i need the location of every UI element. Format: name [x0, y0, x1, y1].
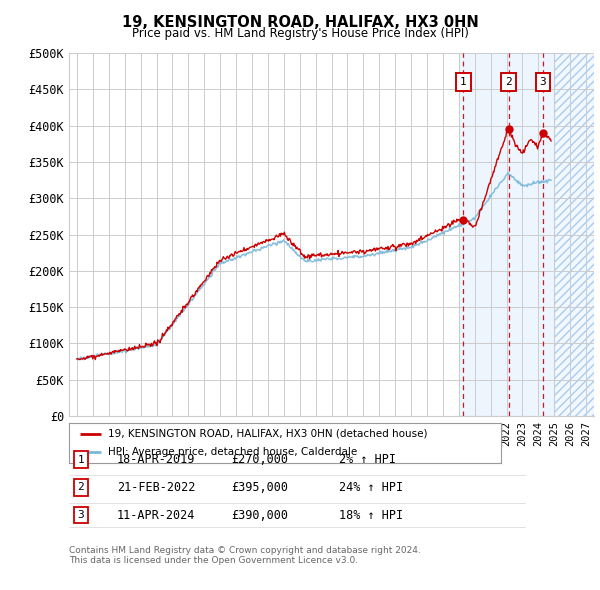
Text: £395,000: £395,000: [231, 481, 288, 494]
Text: 21-FEB-2022: 21-FEB-2022: [117, 481, 196, 494]
Bar: [554, 53, 594, 416]
Text: 3: 3: [539, 77, 547, 87]
Text: 2: 2: [77, 483, 85, 492]
Text: 2: 2: [505, 77, 512, 87]
Text: 2% ↑ HPI: 2% ↑ HPI: [339, 453, 396, 466]
Text: 24% ↑ HPI: 24% ↑ HPI: [339, 481, 403, 494]
Text: This data is licensed under the Open Government Licence v3.0.: This data is licensed under the Open Gov…: [69, 556, 358, 565]
Text: 11-APR-2024: 11-APR-2024: [117, 509, 196, 522]
Text: Contains HM Land Registry data © Crown copyright and database right 2024.: Contains HM Land Registry data © Crown c…: [69, 546, 421, 555]
Text: 18% ↑ HPI: 18% ↑ HPI: [339, 509, 403, 522]
Text: £390,000: £390,000: [231, 509, 288, 522]
Text: £270,000: £270,000: [231, 453, 288, 466]
Text: 18-APR-2019: 18-APR-2019: [117, 453, 196, 466]
Bar: [554, 53, 594, 416]
Text: 19, KENSINGTON ROAD, HALIFAX, HX3 0HN (detached house): 19, KENSINGTON ROAD, HALIFAX, HX3 0HN (d…: [108, 429, 427, 439]
Text: Price paid vs. HM Land Registry's House Price Index (HPI): Price paid vs. HM Land Registry's House …: [131, 27, 469, 40]
Text: 1: 1: [460, 77, 467, 87]
Text: HPI: Average price, detached house, Calderdale: HPI: Average price, detached house, Cald…: [108, 447, 357, 457]
Text: 3: 3: [77, 510, 85, 520]
Bar: [459, 53, 554, 416]
Text: 19, KENSINGTON ROAD, HALIFAX, HX3 0HN: 19, KENSINGTON ROAD, HALIFAX, HX3 0HN: [122, 15, 478, 30]
Text: 1: 1: [77, 455, 85, 464]
